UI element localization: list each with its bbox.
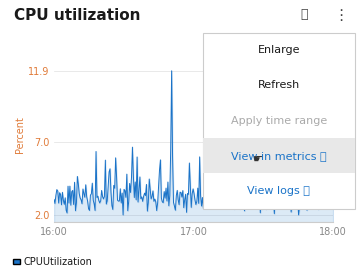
- Text: CPU utilization: CPU utilization: [14, 8, 141, 23]
- Text: ⋮: ⋮: [333, 8, 348, 23]
- Text: CPUUtilization: CPUUtilization: [24, 257, 92, 266]
- Text: ⛶: ⛶: [300, 8, 308, 21]
- Text: Enlarge: Enlarge: [257, 45, 300, 55]
- Y-axis label: Percent: Percent: [15, 117, 25, 153]
- Text: View in metrics ⧉: View in metrics ⧉: [231, 151, 327, 161]
- Text: View logs ⧉: View logs ⧉: [247, 186, 310, 196]
- Text: ☛: ☛: [252, 154, 262, 163]
- Text: Refresh: Refresh: [258, 80, 300, 90]
- Text: Apply time range: Apply time range: [231, 116, 327, 125]
